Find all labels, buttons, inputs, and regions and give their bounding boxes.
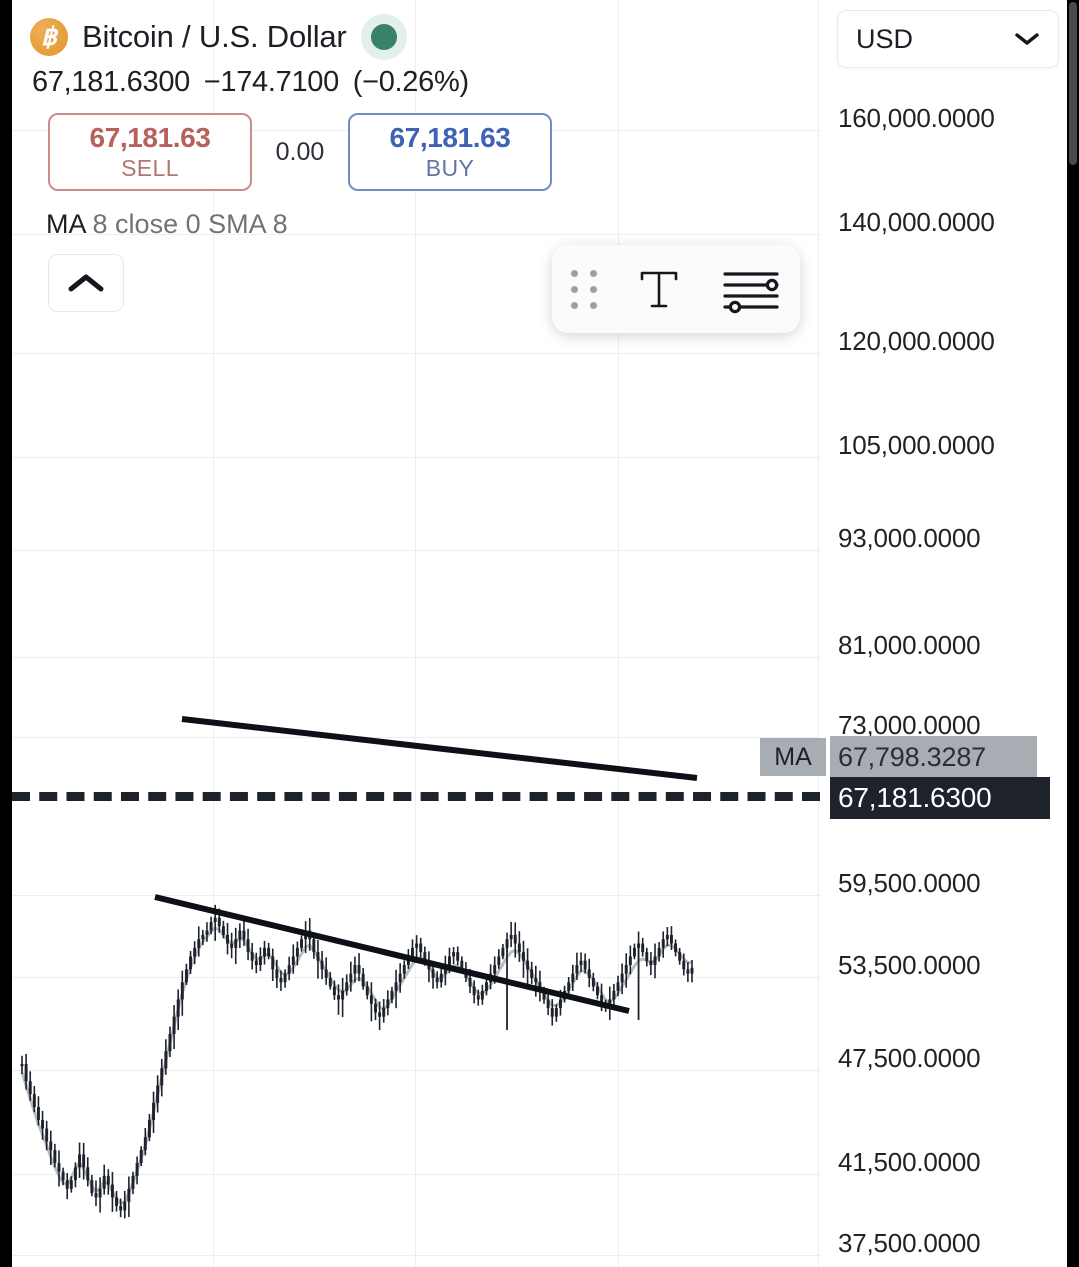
chart-settings-button[interactable] [721, 264, 781, 314]
indicator-name: MA [46, 209, 86, 239]
price-tick: 120,000.0000 [838, 326, 995, 356]
horizontal-gridline [12, 353, 820, 354]
chevron-down-icon [1014, 31, 1058, 47]
price-tick: 73,000.0000 [838, 710, 981, 740]
scrollbar-thumb[interactable] [1069, 2, 1077, 165]
current-price-badge: 67,181.6300 [830, 777, 1050, 819]
price-change-percent: (−0.26%) [352, 66, 469, 98]
price-tick: 47,500.0000 [838, 1043, 981, 1073]
price-tick: 93,000.0000 [838, 523, 981, 553]
order-buttons-row: 67,181.63 SELL 0.00 67,181.63 BUY [12, 99, 820, 191]
sell-label: SELL [121, 155, 179, 181]
price-tick: 59,500.0000 [838, 868, 981, 898]
chart-header: ฿ Bitcoin / U.S. Dollar 67,181.6300 −174… [12, 0, 820, 312]
bitcoin-icon: ฿ [30, 18, 68, 56]
buy-price: 67,181.63 [389, 122, 511, 153]
price-tick: 41,500.0000 [838, 1147, 981, 1177]
vertical-gridline [618, 0, 619, 1267]
price-tick: 105,000.0000 [838, 430, 995, 460]
ma-badge-value: 67,798.3287 [830, 736, 1037, 778]
buy-label: BUY [425, 155, 475, 181]
drawing-toolbar[interactable] [552, 245, 800, 333]
wedge-lower-trendline[interactable] [154, 894, 630, 1014]
collapse-panel-button[interactable] [48, 254, 124, 312]
symbol-row[interactable]: ฿ Bitcoin / U.S. Dollar [12, 0, 820, 60]
price-change: −174.7100 [203, 66, 340, 98]
horizontal-gridline [12, 895, 820, 896]
horizontal-gridline [12, 1070, 820, 1071]
text-tool-button[interactable] [636, 264, 682, 314]
price-tick: 140,000.0000 [838, 207, 995, 237]
indicator-params: 8 close 0 SMA 8 [92, 209, 288, 239]
sell-button[interactable]: 67,181.63 SELL [48, 113, 252, 191]
wedge-upper-trendline[interactable] [181, 716, 698, 781]
horizontal-gridline [12, 550, 820, 551]
quote-row: 67,181.6300 −174.7100 (−0.26%) [12, 60, 820, 99]
vertical-gridline [415, 0, 416, 1267]
horizontal-gridline [12, 457, 820, 458]
candlestick-series [20, 904, 694, 1219]
spread-value: 0.00 [275, 137, 325, 166]
horizontal-gridline [12, 234, 820, 235]
horizontal-gridline [12, 657, 820, 658]
drag-handle-icon[interactable] [571, 269, 598, 309]
market-open-dot [370, 24, 397, 50]
price-tick: 81,000.0000 [838, 630, 981, 660]
symbol-title: Bitcoin / U.S. Dollar [82, 19, 347, 54]
horizontal-gridline [12, 1174, 820, 1175]
price-tick: 53,500.0000 [838, 950, 981, 980]
current-price-line [12, 792, 820, 801]
vertical-gridline [818, 0, 819, 1267]
price-tick: 37,500.0000 [838, 1228, 981, 1258]
vertical-scrollbar[interactable] [1067, 0, 1079, 1267]
buy-button[interactable]: 67,181.63 BUY [348, 113, 552, 191]
settings-sliders-icon [723, 272, 779, 314]
price-axis[interactable]: USD 160,000.0000 140,000.0000 120,000.0000… [760, 0, 1067, 1267]
currency-selector[interactable]: USD [837, 10, 1059, 68]
sell-price: 67,181.63 [89, 122, 211, 153]
price-tick: 160,000.0000 [838, 103, 995, 133]
horizontal-gridline [12, 977, 820, 978]
ma-badge-label: MA [760, 738, 826, 776]
trading-app-surface: ฿ Bitcoin / U.S. Dollar 67,181.6300 −174… [12, 0, 1067, 1267]
price-series-canvas [20, 716, 698, 1219]
market-status-indicator [360, 14, 407, 60]
horizontal-gridline [12, 1255, 820, 1256]
currency-value: USD [856, 23, 914, 54]
chevron-up-icon [68, 274, 104, 292]
moving-average-line [20, 926, 692, 1206]
vertical-gridline [213, 0, 214, 1267]
horizontal-gridline [12, 737, 820, 738]
text-tool-icon [640, 271, 678, 308]
chart-plot-area[interactable] [12, 0, 820, 1267]
indicator-legend[interactable]: MA 8 close 0 SMA 8 [12, 191, 820, 240]
last-price: 67,181.6300 [32, 66, 190, 98]
